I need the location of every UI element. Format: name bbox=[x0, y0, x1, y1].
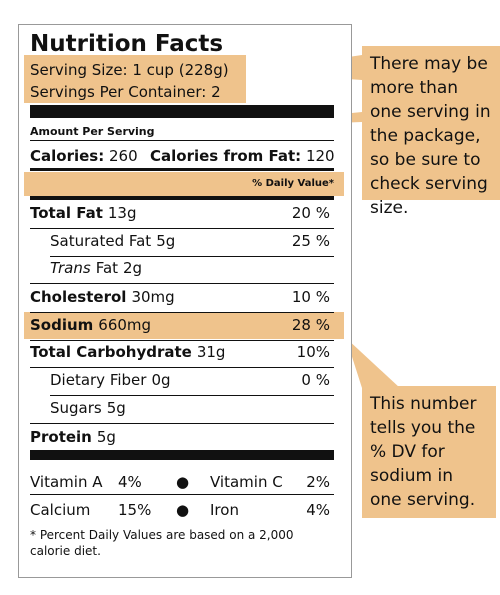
vitamin-dv: 15% bbox=[118, 501, 152, 519]
nutrient-row: Total Carbohydrate 31g bbox=[30, 342, 225, 362]
daily-value: 28 % bbox=[291, 316, 330, 334]
nutrient-row: Sugars 5g bbox=[50, 398, 126, 418]
nutrient-label: Saturated Fat bbox=[50, 232, 152, 250]
nutrient-row: Sodium 660mg bbox=[30, 315, 151, 335]
callout: There may be more than one serving in th… bbox=[362, 46, 500, 218]
nutrient-row: Total Fat 13g bbox=[30, 203, 136, 223]
vitamin-dv: 2% bbox=[306, 473, 330, 491]
vitamin-name: Calcium bbox=[30, 501, 91, 519]
nutrient-amount: 5g bbox=[156, 232, 176, 250]
footnote: * Percent Daily Values are based on a 2,… bbox=[30, 528, 294, 558]
highlight bbox=[24, 312, 344, 339]
highlight bbox=[24, 172, 344, 196]
calories-from-fat-value: 120 bbox=[305, 147, 335, 165]
rule bbox=[30, 283, 334, 284]
rule bbox=[30, 340, 334, 341]
rule bbox=[30, 140, 334, 141]
nutrient-row: Dietary Fiber 0g bbox=[50, 370, 171, 390]
nutrient-row: Cholesterol 30mg bbox=[30, 287, 175, 307]
rule bbox=[50, 395, 334, 396]
vitamin-dv: 4% bbox=[306, 501, 330, 519]
nutrient-amount: 30mg bbox=[131, 288, 175, 306]
vitamin-name: Vitamin C bbox=[210, 473, 283, 491]
calories: Calories: 260 bbox=[30, 146, 138, 166]
nutrient-amount: 5g bbox=[96, 428, 116, 446]
bullet: ● bbox=[176, 501, 190, 519]
calories-label: Calories: bbox=[30, 147, 105, 165]
daily-value: 25 % bbox=[291, 232, 330, 250]
daily-value: 10% bbox=[296, 343, 330, 361]
servings-per-container: Servings Per Container: 2 bbox=[30, 83, 221, 101]
calories-from-fat-label: Calories from Fat: bbox=[150, 147, 302, 165]
thick-rule bbox=[30, 450, 334, 460]
vitamin-name: Vitamin A bbox=[30, 473, 103, 491]
rule bbox=[30, 168, 334, 171]
daily-value: 20 % bbox=[291, 204, 330, 222]
nutrient-label: Fat bbox=[95, 259, 119, 277]
serving-size: Serving Size: 1 cup (228g) bbox=[30, 61, 229, 79]
rule bbox=[30, 367, 334, 368]
amount-per-serving: Amount Per Serving bbox=[30, 125, 155, 138]
nutrient-label: Sodium bbox=[30, 316, 94, 334]
nutrient-row: Trans Fat 2g bbox=[50, 258, 142, 278]
rule bbox=[30, 228, 334, 229]
calories-value: 260 bbox=[109, 147, 138, 165]
nutrient-amount: 31g bbox=[196, 343, 226, 361]
thick-rule bbox=[30, 105, 334, 118]
rule bbox=[30, 494, 334, 495]
nutrient-label: Protein bbox=[30, 428, 92, 446]
highlight bbox=[24, 55, 246, 103]
rule bbox=[30, 423, 334, 424]
daily-value-header: % Daily Value* bbox=[252, 178, 334, 189]
rule bbox=[30, 196, 334, 200]
nutrient-row: Protein 5g bbox=[30, 427, 116, 447]
vitamin-name: Iron bbox=[210, 501, 239, 519]
nutrient-amount: 5g bbox=[106, 399, 126, 417]
nutrient-label: Dietary Fiber bbox=[50, 371, 147, 389]
rule bbox=[50, 256, 334, 257]
nutrient-amount: 0g bbox=[151, 371, 171, 389]
nutrient-prefix: Trans bbox=[50, 259, 91, 277]
vitamin-dv: 4% bbox=[118, 473, 142, 491]
nutrient-label: Total Carbohydrate bbox=[30, 343, 192, 361]
daily-value: 0 % bbox=[301, 371, 330, 389]
nutrient-label: Sugars bbox=[50, 399, 102, 417]
pointer bbox=[346, 338, 400, 388]
rule bbox=[30, 312, 334, 313]
nutrient-amount: 2g bbox=[123, 259, 143, 277]
callout: This number tells you the % DV for sodiu… bbox=[362, 386, 496, 518]
calories-from-fat: Calories from Fat: 120 bbox=[150, 146, 335, 166]
nutrient-label: Cholesterol bbox=[30, 288, 127, 306]
bullet: ● bbox=[176, 473, 190, 491]
nutrient-label: Total Fat bbox=[30, 204, 103, 222]
nutrient-row: Saturated Fat 5g bbox=[50, 231, 175, 251]
nutrient-amount: 660mg bbox=[98, 316, 152, 334]
nutrient-amount: 13g bbox=[107, 204, 137, 222]
daily-value: 10 % bbox=[291, 288, 330, 306]
title: Nutrition Facts bbox=[30, 31, 224, 57]
